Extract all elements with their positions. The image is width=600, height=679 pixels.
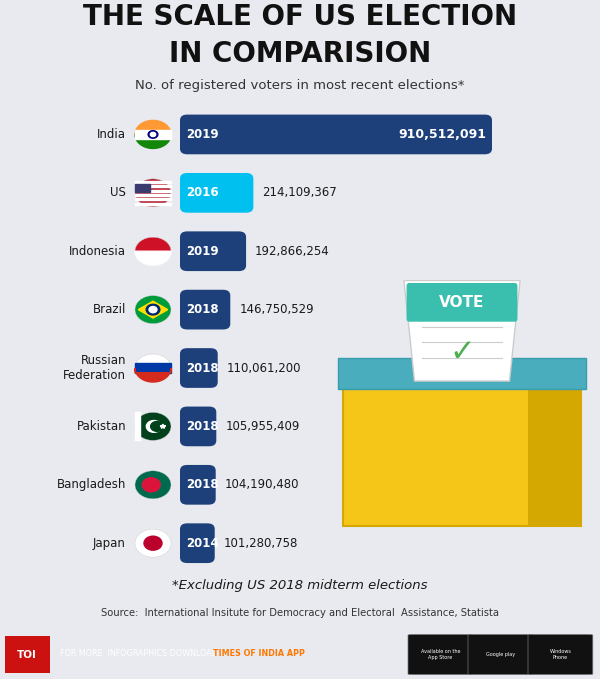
Polygon shape [404,280,520,381]
Polygon shape [338,358,586,389]
Text: 104,190,480: 104,190,480 [225,478,299,492]
Text: Indonesia: Indonesia [69,244,126,258]
FancyBboxPatch shape [180,407,217,446]
Text: 910,512,091: 910,512,091 [398,128,486,141]
Text: 146,750,529: 146,750,529 [239,303,314,316]
Circle shape [146,304,160,315]
Circle shape [144,536,162,550]
Text: *Excluding US 2018 midterm elections: *Excluding US 2018 midterm elections [172,579,428,592]
FancyBboxPatch shape [408,634,473,675]
Bar [135,412,140,441]
Bar [135,363,171,373]
Text: 2018: 2018 [186,361,218,375]
Text: FOR MORE  INFOGRAPHICS DOWNLOAD: FOR MORE INFOGRAPHICS DOWNLOAD [60,649,220,658]
Text: 105,955,409: 105,955,409 [226,420,299,433]
Text: 2018: 2018 [186,420,218,433]
Circle shape [146,420,161,433]
FancyBboxPatch shape [180,232,246,271]
Polygon shape [138,301,168,318]
Text: IN COMPARISION: IN COMPARISION [169,40,431,68]
Text: VOTE: VOTE [439,295,485,310]
Circle shape [151,132,156,136]
Text: Available on the
App Store: Available on the App Store [421,649,460,660]
Text: 214,109,367: 214,109,367 [262,186,337,200]
Circle shape [135,471,171,499]
FancyBboxPatch shape [180,173,253,213]
Text: 110,061,200: 110,061,200 [227,361,301,375]
Text: Windows
Phone: Windows Phone [550,649,571,660]
Circle shape [135,529,171,557]
Text: 2019: 2019 [186,128,218,141]
Text: India: India [97,128,126,141]
Circle shape [135,179,171,207]
Text: 2016: 2016 [186,186,218,200]
Circle shape [135,120,171,149]
Text: THE SCALE OF US ELECTION: THE SCALE OF US ELECTION [83,3,517,31]
Text: TIMES OF INDIA APP: TIMES OF INDIA APP [213,649,305,658]
Polygon shape [135,251,171,265]
Text: 192,866,254: 192,866,254 [255,244,330,258]
Bar [422,367,502,376]
Text: No. of registered voters in most recent elections*: No. of registered voters in most recent … [135,79,465,92]
Text: 2018: 2018 [186,303,218,316]
Circle shape [142,478,160,492]
FancyBboxPatch shape [407,283,517,322]
Bar [135,181,171,183]
Text: Pakistan: Pakistan [76,420,126,433]
Text: ✓: ✓ [449,338,475,367]
FancyBboxPatch shape [5,636,50,673]
FancyBboxPatch shape [180,115,492,154]
Bar [135,189,171,191]
Polygon shape [160,424,166,428]
Text: 2014: 2014 [186,536,218,550]
Text: Russian
Federation: Russian Federation [63,354,126,382]
FancyBboxPatch shape [180,524,215,563]
FancyBboxPatch shape [528,634,593,675]
FancyBboxPatch shape [180,348,218,388]
Bar [135,194,171,196]
FancyBboxPatch shape [180,465,216,504]
Circle shape [148,130,158,139]
Polygon shape [528,384,581,526]
Bar [135,203,171,204]
Text: 2019: 2019 [186,244,218,258]
FancyBboxPatch shape [468,634,533,675]
Bar [135,185,151,192]
Text: Japan: Japan [93,536,126,550]
Text: Google play: Google play [486,652,515,657]
Polygon shape [135,134,171,149]
Text: 101,280,758: 101,280,758 [224,536,298,550]
Circle shape [151,422,163,431]
Text: TOI: TOI [17,650,37,659]
Circle shape [135,354,171,382]
Text: US: US [110,186,126,200]
Bar [135,198,171,200]
Circle shape [135,295,171,324]
Polygon shape [135,120,171,134]
Circle shape [135,412,171,441]
FancyBboxPatch shape [180,290,230,329]
Text: Brazil: Brazil [92,303,126,316]
Text: Source:  International Insitute for Democracy and Electoral  Assistance, Statist: Source: International Insitute for Democ… [101,608,499,618]
Circle shape [149,306,157,313]
Polygon shape [135,368,171,382]
Circle shape [135,237,171,265]
Text: Bangladesh: Bangladesh [56,478,126,492]
Bar [135,130,171,139]
Text: 2018: 2018 [186,478,218,492]
Bar [135,185,171,187]
Polygon shape [343,384,581,526]
